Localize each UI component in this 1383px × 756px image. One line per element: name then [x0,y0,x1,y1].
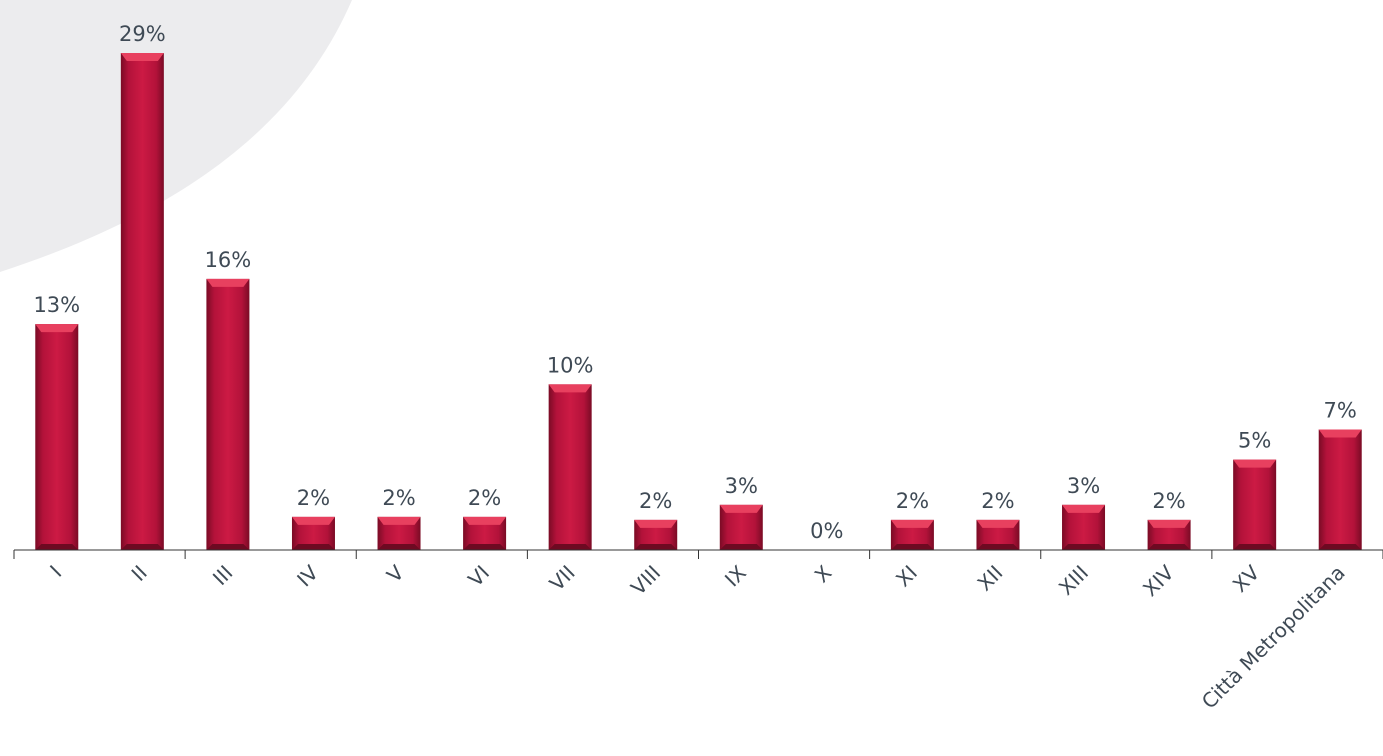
x-tick-label: Città Metropolitana [1197,561,1350,714]
data-label: 3% [725,474,758,498]
background-arc [0,0,352,272]
bar [120,53,164,550]
bar [719,504,763,550]
x-tick-label: II [127,561,152,586]
x-tick-label: XV [1228,560,1265,597]
bar [1062,504,1106,550]
x-tick-label: VI [463,561,494,592]
x-tick-label: V [382,560,409,587]
data-label: 16% [205,248,252,272]
bar [291,516,335,550]
data-label: 5% [1238,429,1271,453]
data-labels-layer: 13% 29% 16% 2% 2% 2% 10% 2% 3% 0% 2% 2% 3% 2% 5% 7% [33,22,1356,543]
bar [1147,519,1191,550]
data-label: 13% [33,293,80,317]
data-label: 2% [981,489,1014,513]
x-tick-labels: I II III IV V VI VII VIII IX X XI XII XIII XIV XVCittà… [45,560,1350,713]
bars-layer [35,53,1362,550]
data-label: 2% [639,489,672,513]
x-tick-label: X [810,560,837,587]
bar [976,519,1020,550]
x-tick-label: XI [891,561,922,592]
data-label: 2% [896,489,929,513]
x-tick-label: I [45,561,66,582]
x-tick-label: XIV [1138,560,1179,601]
bar [634,519,678,550]
data-label: 3% [1067,474,1100,498]
bar [1318,429,1362,550]
data-label: 10% [547,353,594,377]
x-tick-label: XII [973,561,1008,596]
x-tick-label: III [208,561,237,590]
x-tick-label: VII [545,561,580,596]
data-label: 2% [468,486,501,510]
bar [1233,459,1277,550]
data-label: 2% [297,486,330,510]
data-label: 2% [382,486,415,510]
data-label: 7% [1324,399,1357,423]
x-tick-label: IV [292,560,323,591]
bar [35,324,79,550]
data-label: 29% [119,22,166,46]
bar [890,519,934,550]
bar [463,516,507,550]
data-label: 0% [810,519,843,543]
x-tick-label: XIII [1054,561,1093,600]
bar [206,278,250,550]
bar [548,384,592,550]
x-tick-label: VIII [626,561,665,600]
data-label: 2% [1152,489,1185,513]
bar [377,516,421,550]
x-tick-label: IX [720,560,751,591]
x-axis [13,549,1383,559]
